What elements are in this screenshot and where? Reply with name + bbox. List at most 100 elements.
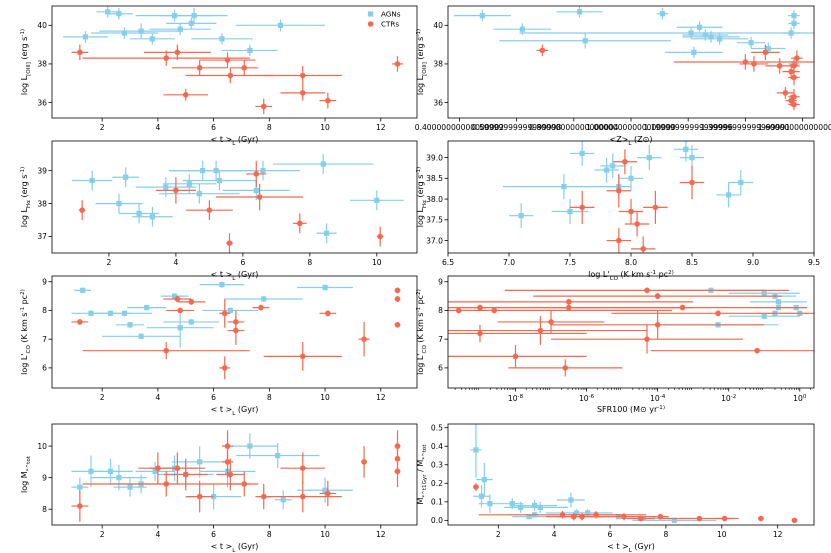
agn-point xyxy=(717,36,723,42)
y-tick-label: 7 xyxy=(42,335,47,344)
x-tick-label: 12 xyxy=(376,123,386,132)
x-tick-label: 6 xyxy=(608,530,613,539)
panel-p8: 2 4 6 8 10 12 0.0 0.1 0.2 0.3 0.4 0.5 < t >L (Gyr) M*… xyxy=(416,423,815,553)
agn-point xyxy=(628,175,634,181)
panel-p7: 2 4 6 8 10 12 8 9 10 < t >L (Gyr) log M*^tot xyxy=(20,423,418,553)
x-tick-label: 10 xyxy=(320,393,330,402)
ctr-point xyxy=(791,74,797,81)
x-tick-label: 10-6 xyxy=(579,394,595,403)
agn-point xyxy=(322,284,328,291)
y-tick-label: 6 xyxy=(438,364,443,373)
ctr-point xyxy=(174,296,181,302)
panel-p3: 2 4 6 8 10 37 38 39 < t >L (Gyr) log LHα (erg s-1… xyxy=(20,140,418,282)
x-axis-label: log L'CO (K km s-1 pc2) xyxy=(588,270,674,282)
ctr-point xyxy=(361,336,367,342)
agn-point xyxy=(197,459,203,465)
y-tick-label: 38 xyxy=(433,60,443,69)
x-tick-label: 8.5 xyxy=(686,258,698,267)
ctr-point xyxy=(791,93,797,100)
agn-point xyxy=(80,287,86,293)
ctr-point xyxy=(791,517,798,524)
agn-point xyxy=(163,184,169,190)
agn-point xyxy=(726,192,732,198)
ctr-point xyxy=(628,208,634,215)
x-tick-label: 0.80000000000000004 xyxy=(529,123,619,132)
agn-point xyxy=(260,168,266,174)
y-tick-label: 40 xyxy=(37,21,47,30)
ctr-point xyxy=(325,97,331,104)
agn-point xyxy=(788,30,794,36)
x-tick-label: 4 xyxy=(173,258,178,267)
ctr-point xyxy=(325,490,331,497)
x-tick-label: 1.39999999999999991 xyxy=(701,123,791,132)
y-tick-label: 7 xyxy=(438,335,443,344)
agn-point xyxy=(320,161,326,167)
ctr-point xyxy=(77,503,83,509)
ctr-point xyxy=(377,233,383,240)
ctr-point xyxy=(173,187,179,194)
ctr-point xyxy=(299,465,306,471)
x-tick-label: 6.5 xyxy=(442,258,454,267)
agn-point xyxy=(761,313,767,319)
agn-point xyxy=(136,210,142,217)
agn-point xyxy=(105,9,111,15)
panel-p2: 0.400000000000000020.599999999999999980.… xyxy=(415,5,831,147)
agn-point xyxy=(219,36,225,42)
agn-point xyxy=(791,13,797,19)
x-tick-label: 10-2 xyxy=(721,394,736,403)
agn-point xyxy=(487,501,493,507)
agn-point xyxy=(116,11,122,17)
agn-point xyxy=(275,452,281,459)
x-tick-label: 4 xyxy=(155,123,160,132)
x-tick-label: 2 xyxy=(100,530,105,539)
agn-point xyxy=(532,502,538,509)
axes-frame-p5 xyxy=(51,275,418,389)
x-tick-label: 7.5 xyxy=(564,258,576,267)
y-axis-label: log LHα (erg s-1) xyxy=(416,167,428,227)
agn-point xyxy=(127,322,133,328)
ctr-point xyxy=(79,207,85,213)
x-tick-label: 8 xyxy=(664,530,669,539)
data-layer-p2 xyxy=(453,6,814,111)
ctr-point xyxy=(233,327,239,334)
panel-p5: 2 4 6 8 10 12 6 7 8 9 < t >L (Gyr) log L'CO (K km s… xyxy=(20,275,418,417)
agn-point xyxy=(107,468,114,474)
agn-point xyxy=(261,296,267,302)
x-tick-label: 2 xyxy=(100,393,105,402)
y-axis-label: M*^t1Gyr / M*^tot xyxy=(416,444,428,505)
axes-frame-p3 xyxy=(51,140,418,254)
ctr-point xyxy=(182,92,189,98)
x-axis-label: SFR100 (M⊙ yr-1) xyxy=(597,405,665,414)
agn-point xyxy=(791,20,797,26)
ctr-point xyxy=(241,481,248,487)
y-tick-label: 38.5 xyxy=(426,174,443,183)
x-axis-label: < t >L (Gyr) xyxy=(211,542,259,553)
ctr-point xyxy=(196,64,203,71)
ctr-point xyxy=(788,68,794,75)
x-tick-label: 10 xyxy=(717,530,727,539)
ctr-point xyxy=(512,353,519,360)
agn-point xyxy=(123,174,129,180)
ctr-point xyxy=(637,515,644,522)
legend-agn-marker xyxy=(368,11,374,17)
agn-point xyxy=(582,38,588,44)
agn-point xyxy=(216,177,223,184)
ctr-point xyxy=(256,194,263,200)
ctr-point xyxy=(325,310,331,317)
agn-point xyxy=(171,293,178,299)
ctr-point xyxy=(224,459,231,465)
ctr-point xyxy=(758,515,764,522)
x-tick-label: 6 xyxy=(211,123,216,132)
x-tick-label: 6 xyxy=(211,393,216,402)
agn-point xyxy=(671,517,677,523)
ctr-point xyxy=(177,307,183,314)
axes-frame-p1 xyxy=(51,5,418,119)
ctr-point xyxy=(754,347,760,354)
x-tick-label: 10 xyxy=(320,530,330,539)
x-axis-label: <Z>L (Z⊙) xyxy=(610,135,653,147)
ctr-point xyxy=(299,353,306,360)
agn-point xyxy=(213,168,219,174)
agn-point xyxy=(708,34,714,40)
ctr-point xyxy=(640,246,646,252)
ctr-point xyxy=(260,103,267,110)
